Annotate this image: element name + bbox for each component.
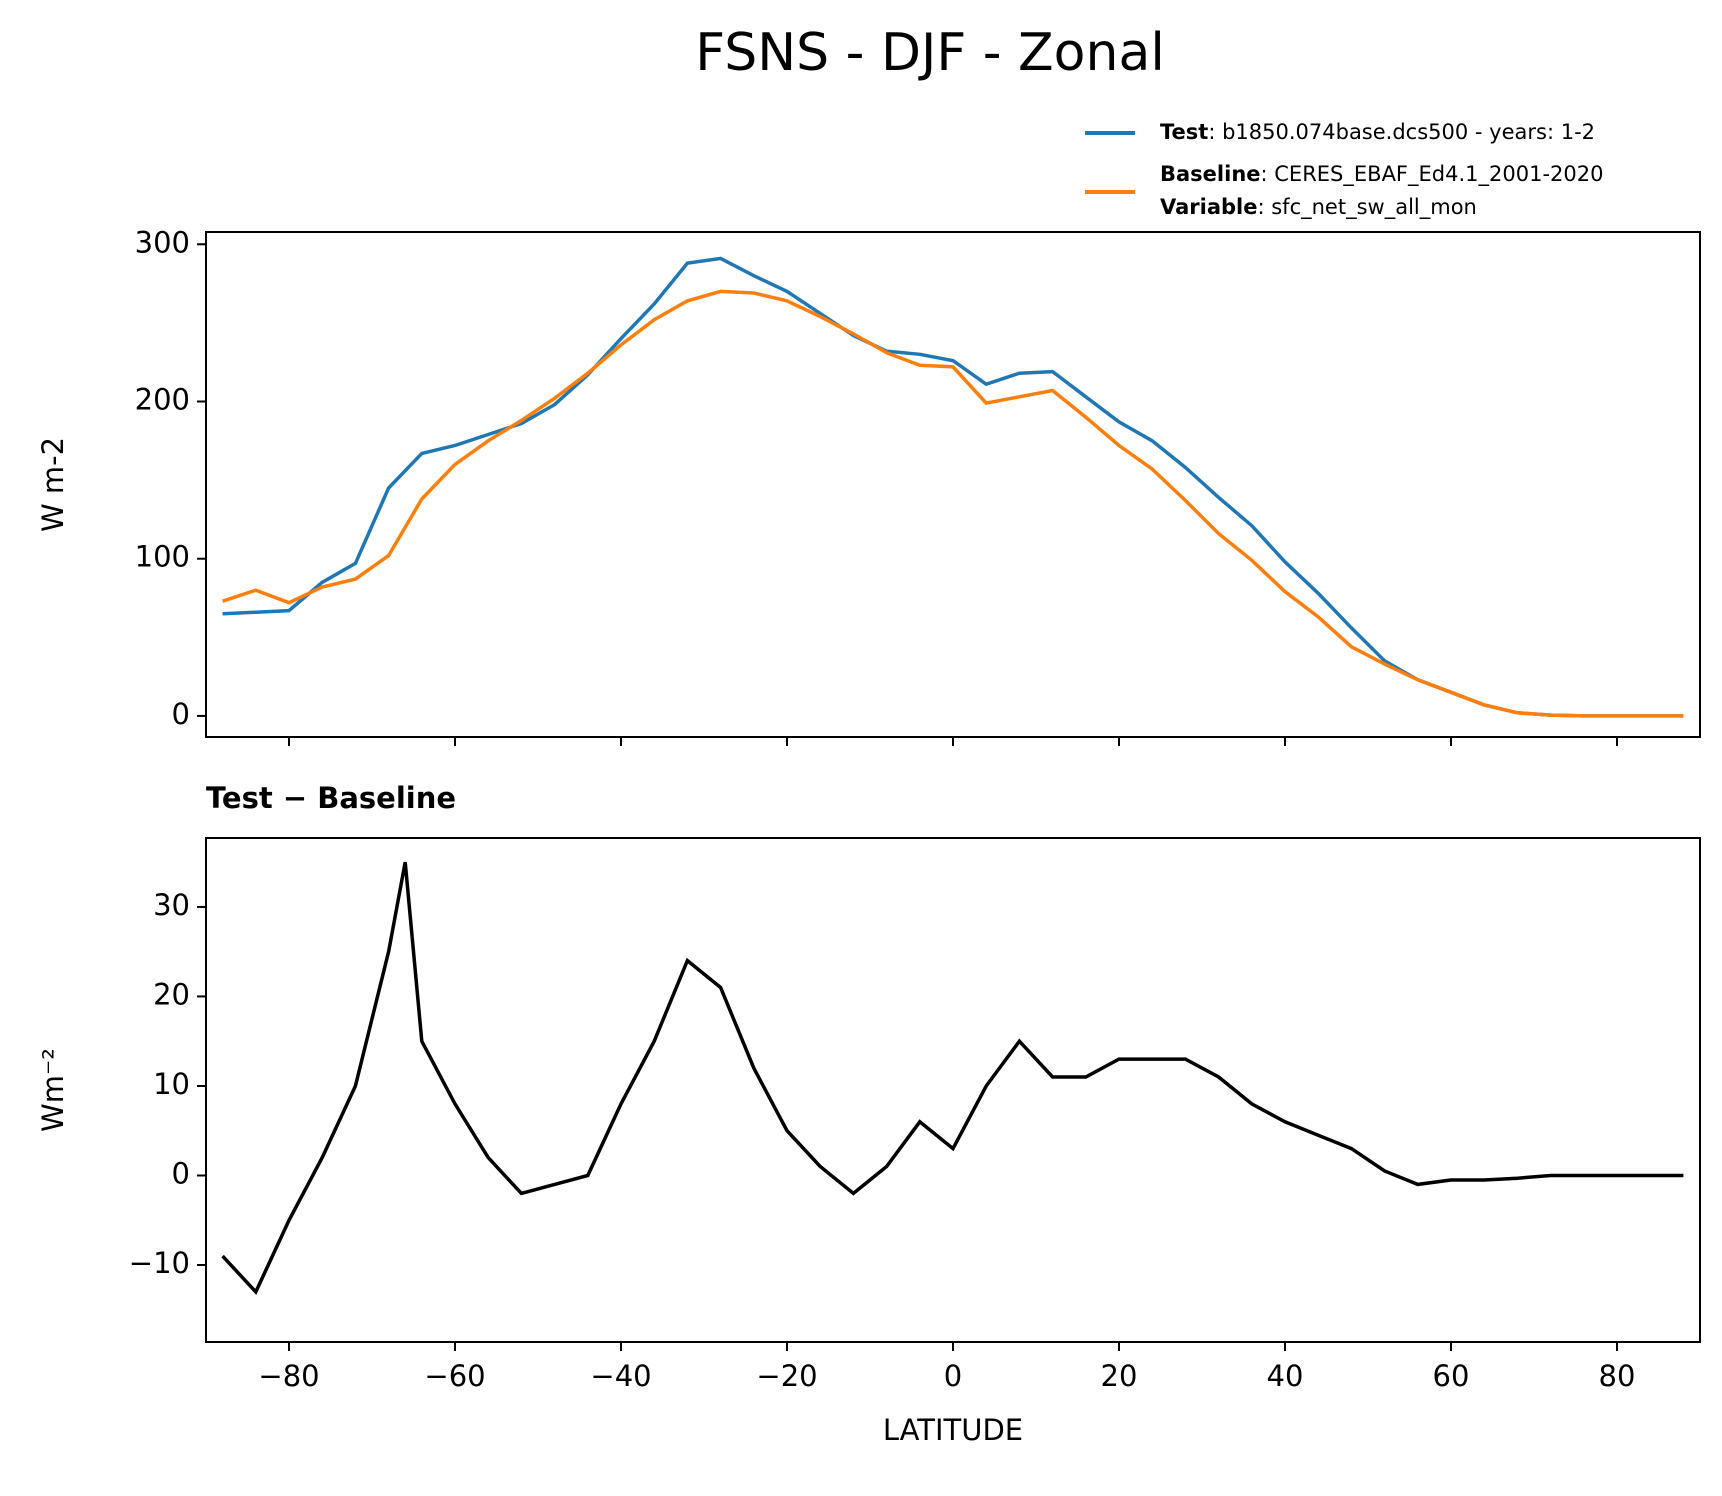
legend-desc: : CERES_EBAF_Ed4.1_2001-2020 [1261, 162, 1604, 187]
x-tick-label: −40 [590, 1359, 651, 1393]
x-tick-label: 60 [1433, 1359, 1470, 1393]
series-line [222, 256, 1684, 718]
y-tick-label: −10 [129, 1246, 190, 1280]
y-tick-label: 100 [135, 540, 190, 574]
legend-desc: : b1850.074base.dcs500 - years: 1-2 [1208, 120, 1595, 144]
subplot-title: Test − Baseline [206, 781, 456, 815]
x-tick-label: 20 [1101, 1359, 1138, 1393]
figure-title: FSNS - DJF - Zonal [695, 23, 1165, 83]
x-tick-label: −20 [756, 1359, 817, 1393]
legend-entry: Variable: sfc_net_sw_all_mon [1160, 195, 1477, 220]
series-line [222, 289, 1684, 718]
x-tick-label: 0 [944, 1359, 962, 1393]
x-tick-label: 40 [1267, 1359, 1304, 1393]
y-tick-label: 0 [172, 1156, 190, 1190]
legend-name: Variable [1160, 195, 1257, 219]
y-axis-label: W m-2 [36, 437, 70, 532]
x-tick-label: −80 [258, 1359, 319, 1393]
plot-frame [205, 231, 1701, 738]
legend-name: Test [1160, 120, 1208, 144]
plot-frame [205, 837, 1701, 1343]
y-tick-label: 300 [135, 225, 190, 259]
x-tick-label: 80 [1599, 1359, 1636, 1393]
series-line [221, 861, 1684, 1296]
y-tick-label: 10 [153, 1067, 190, 1101]
legend-entry: Baseline: CERES_EBAF_Ed4.1_2001-2020 [1160, 162, 1603, 187]
x-axis-label: LATITUDE [883, 1413, 1023, 1447]
legend-desc: : sfc_net_sw_all_mon [1257, 195, 1476, 220]
y-tick-label: 30 [153, 888, 190, 922]
legend-entry: Test: b1850.074base.dcs500 - years: 1-2 [1160, 120, 1595, 144]
y-tick-label: 200 [135, 382, 190, 416]
x-tick-label: −60 [424, 1359, 485, 1393]
legend-name: Baseline [1160, 162, 1261, 186]
y-tick-label: 20 [153, 977, 190, 1011]
y-tick-label: 0 [172, 697, 190, 731]
y-axis-label: Wm⁻² [36, 1048, 70, 1132]
